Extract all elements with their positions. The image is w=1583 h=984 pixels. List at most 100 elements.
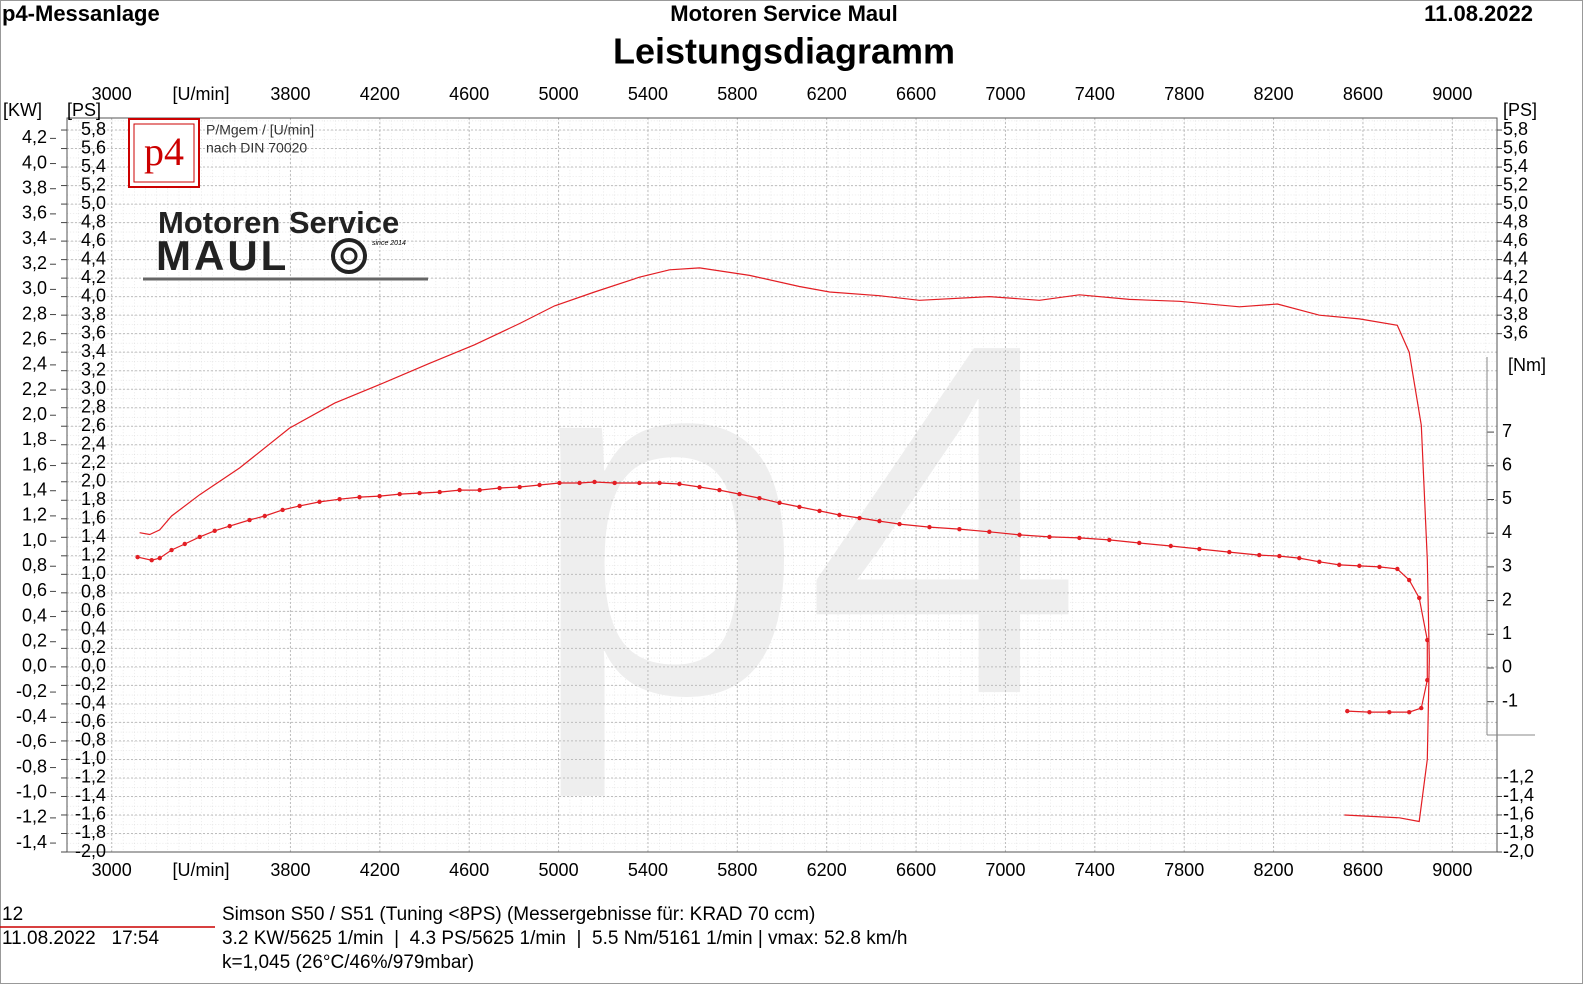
series-marker: [1137, 540, 1142, 546]
logo-line1: P/Mgem / [U/min]: [206, 122, 314, 138]
x-tick-label-bottom: 9000: [1432, 860, 1472, 880]
kw-tick-label: 2,0: [22, 404, 47, 424]
footer-conditions: k=1,045 (26°C/46%/979mbar): [222, 952, 474, 973]
ps-tick-label: 1,4: [81, 526, 106, 546]
kw-tick-label: 4,2: [22, 127, 47, 147]
footer-vehicle: Simson S50 / S51 (Tuning <8PS) (Messerge…: [222, 904, 815, 925]
kw-tick-label: -1,2: [16, 807, 47, 827]
x-tick-label-bottom: 7400: [1075, 860, 1115, 880]
series-marker: [437, 489, 442, 495]
ps-tick-label: 0,6: [81, 600, 106, 620]
series-marker: [612, 480, 617, 486]
x-tick-label-bottom: 4200: [360, 860, 400, 880]
plot-background: p4: [67, 118, 1497, 852]
kw-tick-label: -1,0: [16, 781, 47, 801]
ps-tick-label: 5,4: [81, 156, 106, 176]
x-tick-label-bottom: 5800: [717, 860, 757, 880]
ps-tick-label: -1,8: [75, 822, 106, 842]
kw-tick-label: 0,2: [22, 630, 47, 650]
ps-tick-label: 0,4: [81, 619, 106, 639]
nm-tick-label: -1: [1502, 690, 1518, 710]
series-marker: [1107, 537, 1112, 543]
watermark: p4: [527, 239, 1083, 801]
ps-tick-label: 0,0: [81, 656, 106, 676]
series-marker: [1367, 709, 1372, 715]
series-marker: [1017, 532, 1022, 538]
series-marker: [697, 484, 702, 490]
ps-tick-label: 1,8: [81, 489, 106, 509]
nm-unit: [Nm]: [1508, 355, 1546, 375]
footer-timestamp: 11.08.2022 17:54: [2, 928, 159, 949]
kw-tick-label: 1,8: [22, 429, 47, 449]
brand-line1: Motoren Service: [158, 205, 399, 240]
series-marker: [477, 487, 482, 493]
kw-tick-label: 1,0: [22, 530, 47, 550]
ps-tick-label: 2,6: [81, 415, 106, 435]
kw-tick-label: 3,6: [22, 203, 47, 223]
ps-tick-label: 0,8: [81, 582, 106, 602]
ps-right-tick-label: -1,6: [1503, 804, 1534, 824]
footer-run: 12: [2, 904, 23, 925]
series-marker: [1377, 564, 1382, 570]
ps-right-tick-label: 4,0: [1503, 285, 1528, 305]
kw-tick-label: 3,2: [22, 253, 47, 273]
ps-tick-label: 1,6: [81, 508, 106, 528]
x-unit-bottom: [U/min]: [172, 860, 229, 880]
ps-right-tick-label: 3,8: [1503, 304, 1528, 324]
axes: 3000 3000 3800 3800 4200 4200 4600 4600 5000 5000…: [16, 84, 1534, 880]
footer-results: 3.2 KW/5625 1/min | 4.3 PS/5625 1/min | …: [222, 928, 907, 949]
ps-right-tick-label: -1,4: [1503, 785, 1534, 805]
kw-tick-label: -0,4: [16, 706, 47, 726]
series-marker: [149, 557, 154, 563]
series-marker: [247, 517, 252, 523]
series-marker: [517, 484, 522, 490]
x-unit-top: [U/min]: [172, 84, 229, 104]
series-marker: [1197, 546, 1202, 552]
ps-tick-label: 5,2: [81, 174, 106, 194]
x-tick-label-bottom: 6200: [807, 860, 847, 880]
series-marker: [717, 487, 722, 493]
series-marker: [377, 493, 382, 499]
nm-tick-label: 4: [1502, 522, 1512, 542]
ps-tick-label: -0,6: [75, 711, 106, 731]
ps-tick-label: -0,4: [75, 693, 106, 713]
ps-tick-label: 3,0: [81, 378, 106, 398]
series-marker: [1425, 677, 1430, 683]
x-tick-label-bottom: 8600: [1343, 860, 1383, 880]
nm-tick-label: 3: [1502, 556, 1512, 576]
kw-unit: [KW]: [3, 100, 42, 120]
series-marker: [417, 490, 422, 496]
series-marker: [182, 541, 187, 547]
series-marker: [280, 507, 285, 513]
series-marker: [1227, 549, 1232, 555]
series-marker: [262, 513, 267, 519]
ps-tick-label: 2,2: [81, 452, 106, 472]
ps-tick-label: 1,0: [81, 563, 106, 583]
ps-tick-label: 4,2: [81, 267, 106, 287]
series-marker: [677, 481, 682, 487]
series-marker: [1387, 709, 1392, 715]
ps-tick-label: 0,2: [81, 637, 106, 657]
series-marker: [897, 521, 902, 527]
series-marker: [1168, 543, 1173, 549]
series-marker: [577, 480, 582, 486]
series-marker: [837, 512, 842, 518]
series-marker: [135, 554, 140, 560]
header-date: 11.08.2022: [1424, 1, 1533, 26]
ps-tick-label: -1,2: [75, 767, 106, 787]
x-tick-label-top: 8600: [1343, 84, 1383, 104]
series-marker: [1345, 708, 1350, 714]
x-tick-label-top: 6600: [896, 84, 936, 104]
series-marker: [592, 479, 597, 485]
series-marker: [337, 496, 342, 502]
minor-grid: [67, 118, 1497, 852]
series-marker: [1297, 555, 1302, 561]
x-tick-label-top: 6200: [807, 84, 847, 104]
ps-unit-right: [PS]: [1503, 100, 1537, 120]
x-tick-label-bottom: 7000: [985, 860, 1025, 880]
series-marker: [797, 504, 802, 510]
brand-bearing: [331, 238, 367, 274]
brand-since: since 2014: [372, 240, 406, 247]
x-tick-label-bottom: 3000: [92, 860, 132, 880]
series-marker: [987, 529, 992, 535]
